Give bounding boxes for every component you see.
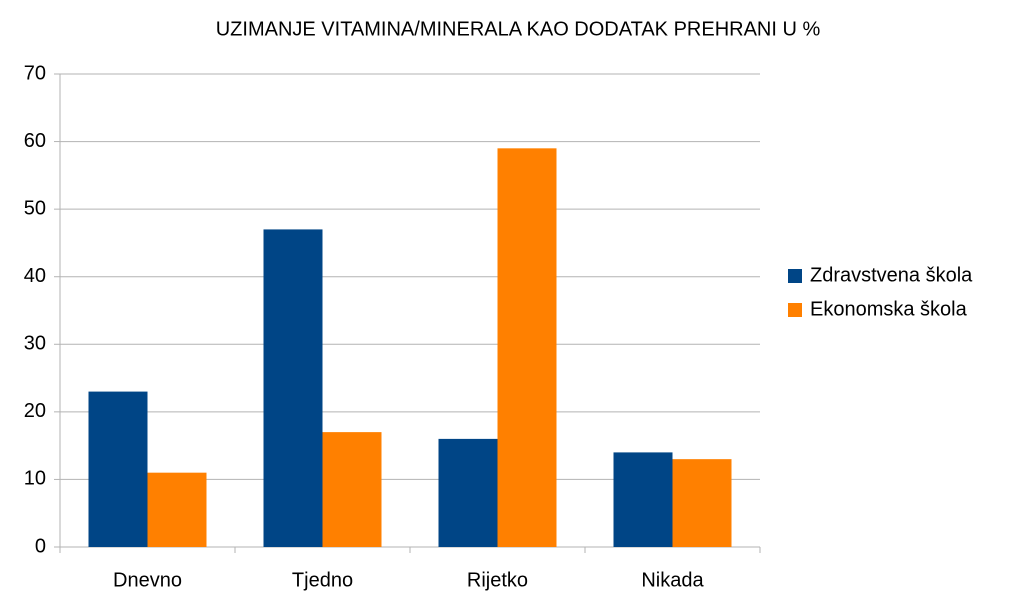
bar (613, 452, 673, 547)
y-tick-label: 10 (24, 468, 46, 490)
legend-label: Ekonomska škola (810, 298, 968, 320)
y-tick-label: 0 (35, 535, 46, 557)
bar (88, 391, 148, 547)
bar (147, 472, 207, 547)
y-tick-label: 50 (24, 197, 46, 219)
bar (263, 229, 323, 547)
y-tick-label: 20 (24, 400, 46, 422)
x-tick-label: Rijetko (467, 569, 528, 591)
y-tick-label: 60 (24, 130, 46, 152)
legend-swatch (788, 303, 802, 317)
legend-label: Zdravstvena škola (810, 264, 973, 286)
bar (497, 148, 557, 548)
x-tick-label: Nikada (641, 569, 704, 591)
legend-swatch (788, 269, 802, 283)
bar (672, 459, 732, 547)
x-tick-label: Tjedno (292, 569, 353, 591)
y-tick-label: 30 (24, 333, 46, 355)
x-tick-label: Dnevno (113, 569, 182, 591)
chart-title: UZIMANJE VITAMINA/MINERALA KAO DODATAK P… (216, 18, 821, 40)
y-tick-label: 70 (24, 62, 46, 84)
bar (322, 432, 382, 547)
bar (438, 438, 498, 547)
y-tick-label: 40 (24, 265, 46, 287)
